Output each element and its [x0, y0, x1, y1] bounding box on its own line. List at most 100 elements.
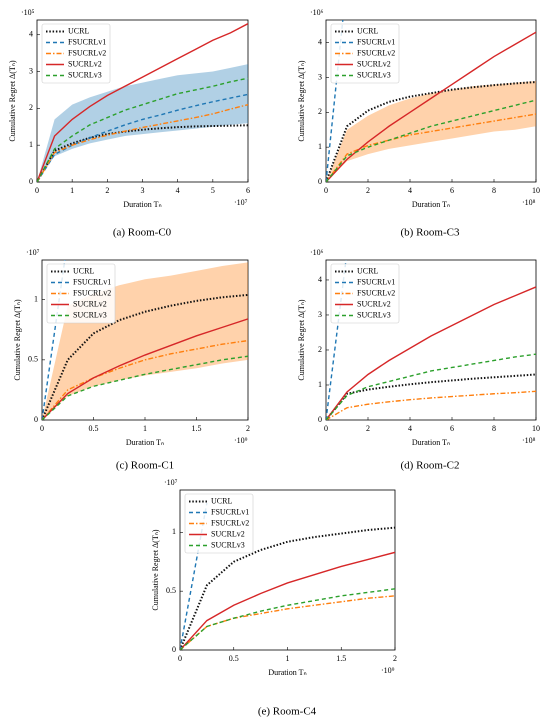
legend-label: SUCRLv2 — [68, 59, 102, 68]
y-tick-label: 1 — [318, 380, 322, 389]
subplot: 0 2 4 6 8 10 0 1 2 3 4 ·10⁶ ·10⁸ Duration Tₙ Cumulativ… — [297, 8, 540, 239]
y-axis-label: Cumulative Regret Δ(Tₙ) — [13, 299, 22, 381]
legend-label: SUCRLv2 — [357, 299, 391, 308]
x-tick-label: 4 — [176, 186, 180, 195]
x-multiplier: ·10⁹ — [234, 436, 248, 445]
y-multiplier: ·10⁵ — [21, 8, 35, 17]
series-line — [326, 373, 536, 420]
y-axis-label: Cumulative Regret Δ(Tₙ) — [297, 299, 306, 381]
y-tick-label: 3 — [318, 72, 322, 81]
series-line — [37, 23, 248, 182]
y-multiplier: ·10⁷ — [26, 248, 40, 257]
y-tick-label: 4 — [318, 37, 322, 46]
subplot: 0 0.5 1 1.5 2 0 0.5 1 ·10⁷ ·10⁹ Duration Tₙ Cumulat… — [151, 478, 397, 718]
plot-area — [180, 502, 395, 650]
legend-label: FSUCRLv2 — [68, 48, 106, 57]
subplot: 0 1 2 3 4 5 6 0 1 2 3 4 ·10⁵ ·10⁷ Duration Tₙ Cumulativ… — [8, 8, 250, 239]
series-line — [180, 588, 395, 650]
x-tick-label: 1 — [286, 654, 290, 663]
x-tick-label: 4 — [408, 424, 412, 433]
caption: (d) Room-C2 — [401, 460, 460, 472]
series-line — [37, 124, 248, 182]
series-line — [326, 31, 536, 182]
y-tick-label: 0.5 — [28, 355, 38, 364]
y-tick-label: 2 — [318, 107, 322, 116]
x-tick-label: 0.5 — [229, 654, 239, 663]
y-tick-label: 1 — [34, 295, 38, 304]
x-tick-label: 6 — [450, 186, 454, 195]
legend-label: SUCRLv3 — [68, 70, 102, 79]
x-multiplier: ·10⁹ — [381, 666, 395, 675]
x-multiplier: ·10⁸ — [522, 436, 536, 445]
y-axis-label: Cumulative Regret Δ(Tₙ) — [297, 60, 306, 142]
x-tick-label: 0 — [324, 186, 328, 195]
legend-label: SUCRLv3 — [73, 310, 107, 319]
y-tick-label: 1 — [172, 527, 176, 536]
legend-label: UCRL — [357, 266, 378, 275]
subplot: 0 0.5 1 1.5 2 0 0.5 1 ·10⁷ ·10⁹ Duration Tₙ Cumulat… — [13, 248, 250, 472]
legend-label: FSUCRLv1 — [68, 37, 106, 46]
x-tick-label: 0 — [178, 654, 182, 663]
legend-box — [330, 23, 400, 84]
subplot: 0 2 4 6 8 10 0 1 2 3 4 ·10⁶ ·10⁸ Duration Tₙ Cumulativ… — [297, 248, 540, 472]
y-tick-label: 1 — [29, 140, 33, 149]
legend-label: SUCRLv2 — [211, 529, 245, 538]
legend-box — [330, 263, 400, 324]
legend-label: UCRL — [73, 266, 94, 275]
x-tick-label: 3 — [141, 186, 145, 195]
band — [37, 64, 248, 182]
series-line — [180, 595, 395, 650]
legend-label: FSUCRLv2 — [357, 48, 395, 57]
y-multiplier: ·10⁷ — [164, 478, 178, 487]
plot-frame — [325, 259, 537, 421]
legend-label: UCRL — [68, 26, 89, 35]
series-line — [326, 81, 536, 182]
x-multiplier: ·10⁸ — [522, 198, 536, 207]
y-tick-label: 0 — [34, 415, 38, 424]
x-multiplier: ·10⁷ — [234, 198, 248, 207]
series-line — [42, 355, 248, 420]
series-line — [326, 286, 536, 420]
x-tick-label: 6 — [246, 186, 250, 195]
legend-label: SUCRLv2 — [73, 299, 107, 308]
x-axis-label: Duration Tₙ — [412, 200, 450, 209]
y-tick-label: 4 — [29, 30, 33, 39]
legend-label: FSUCRLv2 — [357, 288, 395, 297]
y-multiplier: ·10⁶ — [310, 248, 324, 257]
series-line — [326, 99, 536, 182]
legend-label: FSUCRLv1 — [211, 507, 249, 516]
band — [326, 80, 536, 182]
y-tick-label: 3 — [318, 310, 322, 319]
y-tick-label: 0 — [29, 177, 33, 186]
x-tick-label: 2 — [105, 186, 109, 195]
series-line — [326, 353, 536, 420]
y-tick-label: 1 — [318, 142, 322, 151]
x-tick-label: 8 — [492, 424, 496, 433]
caption: (c) Room-C1 — [116, 460, 174, 472]
series-line — [180, 502, 208, 650]
y-tick-label: 0.5 — [166, 586, 176, 595]
legend-label: UCRL — [357, 26, 378, 35]
x-tick-label: 2 — [393, 654, 397, 663]
x-axis-label: Duration Tₙ — [268, 668, 306, 677]
legend-label: SUCRLv3 — [211, 540, 245, 549]
y-tick-label: 4 — [318, 275, 322, 284]
series-line — [37, 77, 248, 182]
x-tick-label: 2 — [246, 424, 250, 433]
legend-label: SUCRLv3 — [357, 70, 391, 79]
legend-label: UCRL — [211, 496, 232, 505]
x-tick-label: 10 — [532, 186, 540, 195]
x-tick-label: 6 — [450, 424, 454, 433]
x-tick-label: 10 — [532, 424, 540, 433]
series-line — [42, 293, 248, 420]
x-tick-label: 2 — [366, 186, 370, 195]
x-tick-label: 2 — [366, 424, 370, 433]
x-tick-label: 0 — [324, 424, 328, 433]
legend-label: FSUCRLv2 — [73, 288, 111, 297]
plot-frame — [325, 19, 537, 183]
y-tick-label: 0 — [318, 415, 322, 424]
legend-label: FSUCRLv1 — [357, 277, 395, 286]
y-tick-label: 0 — [172, 645, 176, 654]
caption: (a) Room-C0 — [113, 227, 172, 239]
